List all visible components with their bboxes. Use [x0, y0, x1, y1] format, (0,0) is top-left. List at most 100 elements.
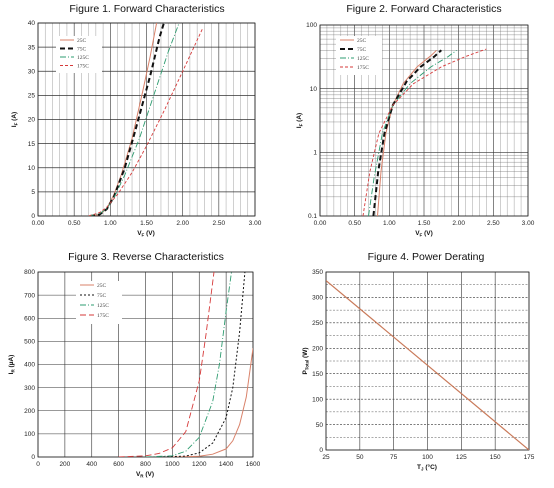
y-tick-label: 500 — [24, 339, 35, 346]
y-tick-label: 200 — [24, 408, 35, 415]
y-axis-label: IF (A) — [11, 112, 19, 127]
series-line-175C — [118, 272, 215, 457]
y-tick-label: 0 — [31, 213, 35, 220]
y-tick-label: 25 — [28, 93, 36, 100]
x-tick-label: 800 — [140, 461, 151, 468]
legend-label: 25C — [357, 38, 367, 44]
y-tick-label: 0.1 — [308, 213, 317, 220]
legend: 25C 75C 125C 175C — [336, 36, 382, 75]
x-axis-label: VF (V) — [137, 230, 155, 238]
x-tick-label: 2.50 — [487, 220, 500, 227]
y-tick-label: 300 — [312, 295, 323, 302]
chart-title: Figure 4. Power Derating — [368, 251, 485, 263]
y-tick-label: 300 — [24, 385, 35, 392]
series-line-0 — [326, 280, 529, 450]
x-tick-label: 1200 — [192, 461, 207, 468]
plot-frame — [37, 22, 256, 217]
x-tick-label: 50 — [356, 454, 364, 461]
x-tick-label: 1.50 — [418, 220, 431, 227]
series-line-175C — [88, 27, 204, 216]
x-tick-label: 0.50 — [68, 220, 81, 227]
x-tick-label: 0.00 — [32, 220, 45, 227]
y-tick-label: 20 — [28, 117, 36, 124]
y-tick-label: 50 — [316, 422, 324, 429]
legend-label: 125C — [77, 55, 89, 61]
series-line-25C — [172, 348, 253, 457]
x-tick-label: 175 — [524, 454, 535, 461]
x-axis-label: TJ (°C) — [417, 463, 437, 472]
x-tick-label: 1400 — [219, 461, 234, 468]
y-axis-label: PTotal (W) — [302, 347, 310, 374]
series-line-75C — [89, 23, 165, 216]
legend-label: 75C — [77, 47, 87, 53]
x-axis-label: VF (V) — [415, 230, 433, 238]
plot-frame — [325, 271, 530, 451]
x-tick-label: 1.00 — [383, 220, 396, 227]
y-tick-label: 5 — [31, 189, 35, 196]
series-line-125C — [368, 49, 457, 216]
y-tick-label: 0 — [31, 454, 35, 461]
x-tick-label: 125 — [456, 454, 467, 461]
series-line-125C — [145, 272, 232, 457]
legend-label: 175C — [357, 65, 369, 71]
legend: 25C 75C 125C 175C — [56, 36, 102, 73]
x-tick-label: 2.50 — [213, 220, 226, 227]
y-tick-label: 100 — [306, 22, 317, 29]
legend-label: 25C — [97, 283, 107, 289]
y-tick-label: 150 — [312, 371, 323, 378]
y-tick-label: 10 — [310, 86, 318, 93]
y-tick-label: 35 — [28, 44, 36, 51]
chart-2: Figure 2. Forward Characteristics 0.00 0.5… — [296, 3, 535, 238]
x-axis-label: VR (V) — [136, 471, 154, 479]
y-tick-label: 40 — [28, 20, 36, 27]
legend-label: 175C — [77, 64, 89, 70]
legend-bg — [76, 281, 122, 324]
legend-bg — [56, 36, 102, 73]
y-tick-label: 700 — [24, 292, 35, 299]
plot-frame — [319, 24, 529, 217]
legend-label: 125C — [357, 56, 369, 62]
y-tick-label: 100 — [24, 431, 35, 438]
chart-title: Figure 1. Forward Characteristics — [69, 3, 224, 15]
chart-3: Figure 3. Reverse Characteristics 0 200 400… — [8, 251, 261, 479]
legend: 25C 75C 125C 175C — [76, 281, 122, 324]
x-tick-label: 100 — [422, 454, 433, 461]
x-tick-label: 200 — [59, 461, 70, 468]
x-tick-label: 400 — [86, 461, 97, 468]
x-tick-label: 1000 — [165, 461, 180, 468]
y-tick-label: 250 — [312, 320, 323, 327]
chart-title: Figure 2. Forward Characteristics — [346, 3, 501, 15]
series-line-125C — [88, 23, 180, 216]
y-axis-label: IF (A) — [296, 113, 304, 128]
legend-label: 175C — [97, 313, 109, 319]
legend-label: 125C — [97, 303, 109, 309]
y-tick-label: 350 — [312, 269, 323, 276]
y-tick-label: 15 — [28, 141, 36, 148]
y-tick-label: 100 — [312, 396, 323, 403]
series-line-175C — [362, 48, 487, 216]
legend-label: 25C — [77, 38, 87, 44]
x-tick-label: 25 — [322, 454, 330, 461]
x-tick-label: 2.00 — [452, 220, 465, 227]
y-tick-label: 200 — [312, 345, 323, 352]
x-tick-label: 0.00 — [314, 220, 327, 227]
x-tick-label: 1.50 — [140, 220, 153, 227]
x-tick-label: 600 — [113, 461, 124, 468]
y-tick-label: 600 — [24, 315, 35, 322]
legend-label: 75C — [357, 47, 367, 53]
y-tick-label: 0 — [319, 447, 323, 454]
x-tick-label: 2.00 — [176, 220, 189, 227]
y-tick-label: 1 — [313, 150, 317, 157]
chart-4: Figure 4. Power Derating 25 50 75 100 125 150 1… — [302, 251, 535, 472]
x-tick-label: 3.00 — [522, 220, 535, 227]
legend-label: 75C — [97, 293, 107, 299]
y-axis-label: IR (µA) — [8, 355, 16, 375]
chart-title: Figure 3. Reverse Characteristics — [68, 251, 224, 263]
x-tick-label: 0.50 — [348, 220, 361, 227]
x-tick-label: 1600 — [246, 461, 261, 468]
series-line-75C — [372, 49, 442, 216]
x-tick-label: 75 — [390, 454, 398, 461]
y-tick-label: 800 — [24, 269, 35, 276]
